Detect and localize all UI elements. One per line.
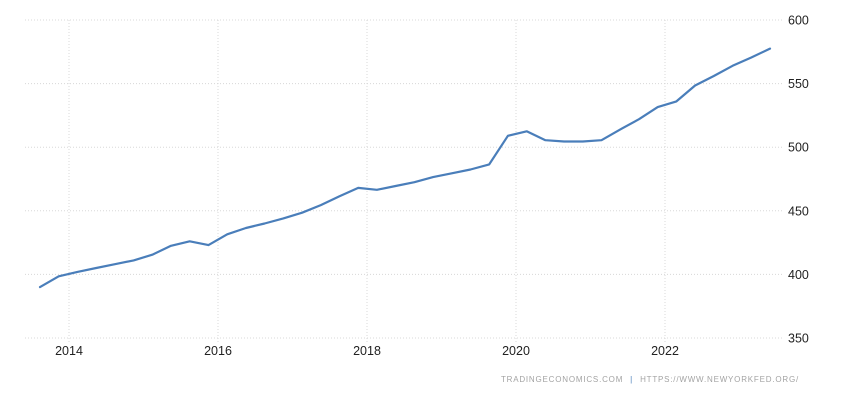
y-axis-tick-label: 350 [788,332,809,346]
x-axis-tick-label: 2014 [55,344,83,358]
attribution: TRADINGECONOMICS.COM | HTTPS://WWW.NEWYORK… [501,375,799,384]
x-axis-tick-label: 2020 [502,344,530,358]
attribution-source-link[interactable]: HTTPS://WWW.NEWYORKFED.ORG/ [640,375,799,384]
attribution-separator-icon: | [630,375,634,384]
x-axis-tick-label: 2016 [204,344,232,358]
y-axis-tick-label: 400 [788,268,809,282]
y-axis-tick-label: 450 [788,204,809,218]
data-line[interactable] [38,47,772,289]
y-axis-tick-label: 600 [788,14,809,28]
y-axis-tick-label: 550 [788,77,809,91]
attribution-tradingeconomics-link[interactable]: TRADINGECONOMICS.COM [500,375,624,384]
x-axis-tick-label: 2018 [353,344,381,358]
x-axis-tick-label: 2022 [651,344,679,358]
y-axis-tick-label: 500 [788,141,809,155]
